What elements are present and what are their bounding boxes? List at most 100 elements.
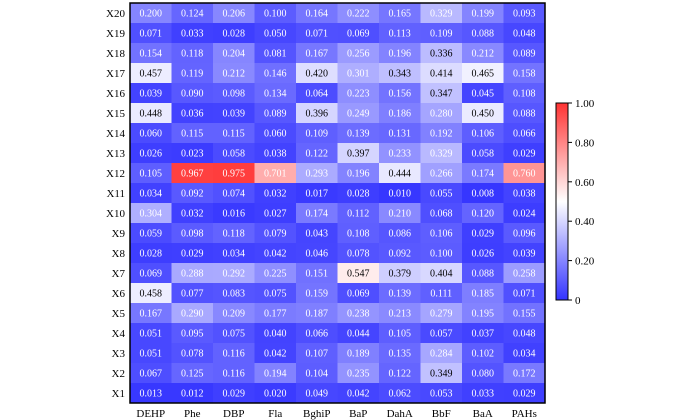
cell-value-label: 0.444 bbox=[389, 169, 412, 180]
y-tick-label: X20 bbox=[106, 8, 125, 20]
cell-value-label: 0.258 bbox=[513, 269, 536, 280]
heatmap-cell bbox=[379, 283, 421, 304]
heatmap-cell bbox=[420, 3, 463, 24]
heatmap-cell bbox=[337, 3, 380, 24]
heatmap-cell bbox=[130, 303, 172, 324]
cell-value-label: 0.115 bbox=[181, 129, 203, 140]
cell-value-label: 0.155 bbox=[513, 309, 536, 320]
cell-value-label: 0.100 bbox=[430, 249, 453, 260]
heatmap-cell bbox=[213, 343, 255, 364]
cell-value-label: 0.329 bbox=[430, 9, 453, 20]
heatmap-cell bbox=[213, 123, 255, 144]
cell-value-label: 0.204 bbox=[223, 49, 246, 60]
x-tick-label: PAHs bbox=[512, 408, 537, 420]
heatmap-cell bbox=[379, 143, 421, 164]
cell-value-label: 0.151 bbox=[306, 269, 329, 280]
cell-value-label: 0.196 bbox=[347, 169, 370, 180]
cell-value-label: 0.414 bbox=[430, 69, 453, 80]
heatmap-cell bbox=[337, 123, 380, 144]
cell-value-label: 0.010 bbox=[389, 189, 412, 200]
cell-value-label: 0.397 bbox=[347, 149, 370, 160]
cell-value-label: 0.092 bbox=[181, 189, 204, 200]
heatmap-cell bbox=[213, 43, 255, 64]
cell-value-label: 0.187 bbox=[306, 309, 329, 320]
cell-value-label: 0.071 bbox=[513, 289, 536, 300]
cell-value-label: 0.266 bbox=[430, 169, 453, 180]
cell-value-label: 0.119 bbox=[181, 69, 203, 80]
x-tick-label: DBP bbox=[223, 408, 244, 420]
cell-value-label: 0.045 bbox=[472, 89, 495, 100]
y-tick-label: X14 bbox=[106, 128, 125, 140]
heatmap-cell bbox=[213, 83, 255, 104]
cell-value-label: 0.284 bbox=[430, 349, 453, 360]
heatmap-cell bbox=[254, 203, 297, 224]
cell-value-label: 0.115 bbox=[223, 129, 245, 140]
cell-value-label: 0.038 bbox=[513, 189, 536, 200]
cell-value-label: 0.060 bbox=[140, 129, 163, 140]
cell-value-label: 0.036 bbox=[181, 109, 204, 120]
cell-value-label: 0.760 bbox=[513, 169, 536, 180]
plot-frame bbox=[129, 2, 546, 404]
cell-value-label: 0.071 bbox=[140, 29, 163, 40]
heatmap-cell bbox=[337, 143, 380, 164]
cell-value-label: 0.131 bbox=[389, 129, 412, 140]
cell-value-label: 0.051 bbox=[140, 329, 163, 340]
heatmap-cell bbox=[503, 223, 546, 244]
cell-value-label: 0.210 bbox=[389, 209, 412, 220]
cell-value-label: 0.048 bbox=[513, 29, 536, 40]
heatmap-cell bbox=[462, 383, 504, 404]
heatmap-cell bbox=[420, 283, 463, 304]
cell-value-label: 0.064 bbox=[306, 89, 329, 100]
cell-value-label: 0.172 bbox=[513, 369, 536, 380]
heatmap-cell bbox=[503, 23, 546, 44]
cell-value-label: 0.089 bbox=[264, 109, 287, 120]
cell-value-label: 0.122 bbox=[389, 369, 412, 380]
heatmap-cell bbox=[379, 183, 421, 204]
cell-value-label: 0.088 bbox=[472, 29, 495, 40]
heatmap-cell bbox=[379, 63, 421, 84]
cell-value-label: 0.116 bbox=[223, 369, 245, 380]
cell-value-label: 0.146 bbox=[264, 69, 287, 80]
heatmap-cell bbox=[213, 183, 255, 204]
heatmap-cell bbox=[503, 243, 546, 264]
cell-value-label: 0.098 bbox=[223, 89, 246, 100]
heatmap-cell bbox=[171, 123, 214, 144]
heatmap-cell bbox=[171, 263, 214, 284]
colorbar-tick-label: 0.20 bbox=[575, 256, 595, 268]
heatmap-cell bbox=[462, 163, 504, 184]
heatmap-cell bbox=[130, 363, 172, 384]
heatmap-cell bbox=[503, 103, 546, 124]
heatmap-cell bbox=[296, 83, 338, 104]
heatmap-cell bbox=[213, 103, 255, 124]
y-tick-label: X18 bbox=[106, 48, 125, 60]
heatmap-cell bbox=[171, 43, 214, 64]
cell-value-label: 0.081 bbox=[264, 49, 287, 60]
colorbar-tick-label: 0.40 bbox=[575, 216, 595, 228]
cell-value-label: 0.304 bbox=[140, 209, 163, 220]
heatmap-cell bbox=[462, 343, 504, 364]
cell-value-label: 0.042 bbox=[264, 249, 287, 260]
heatmap-cell bbox=[462, 263, 504, 284]
cell-value-label: 0.290 bbox=[181, 309, 204, 320]
cell-value-label: 0.159 bbox=[306, 289, 329, 300]
y-tick-label: X10 bbox=[106, 208, 125, 220]
cell-value-label: 0.108 bbox=[513, 89, 536, 100]
heatmap-cell bbox=[254, 123, 297, 144]
cell-value-label: 0.034 bbox=[223, 249, 246, 260]
cell-value-label: 0.037 bbox=[472, 329, 495, 340]
heatmap-cell bbox=[213, 303, 255, 324]
cell-value-label: 0.083 bbox=[223, 289, 246, 300]
heatmap-cell bbox=[503, 383, 546, 404]
heatmap-cell bbox=[379, 363, 421, 384]
cell-value-label: 0.200 bbox=[140, 9, 163, 20]
cell-value-label: 0.167 bbox=[140, 309, 163, 320]
heatmap-cell bbox=[337, 223, 380, 244]
cell-value-label: 0.105 bbox=[140, 169, 163, 180]
heatmap-cell bbox=[462, 23, 504, 44]
heatmap-cell bbox=[420, 143, 463, 164]
heatmap-cell bbox=[130, 283, 172, 304]
heatmap-cell bbox=[296, 323, 338, 344]
cell-value-label: 0.069 bbox=[347, 29, 370, 40]
cell-value-label: 0.060 bbox=[264, 129, 287, 140]
heatmap-cell bbox=[462, 83, 504, 104]
